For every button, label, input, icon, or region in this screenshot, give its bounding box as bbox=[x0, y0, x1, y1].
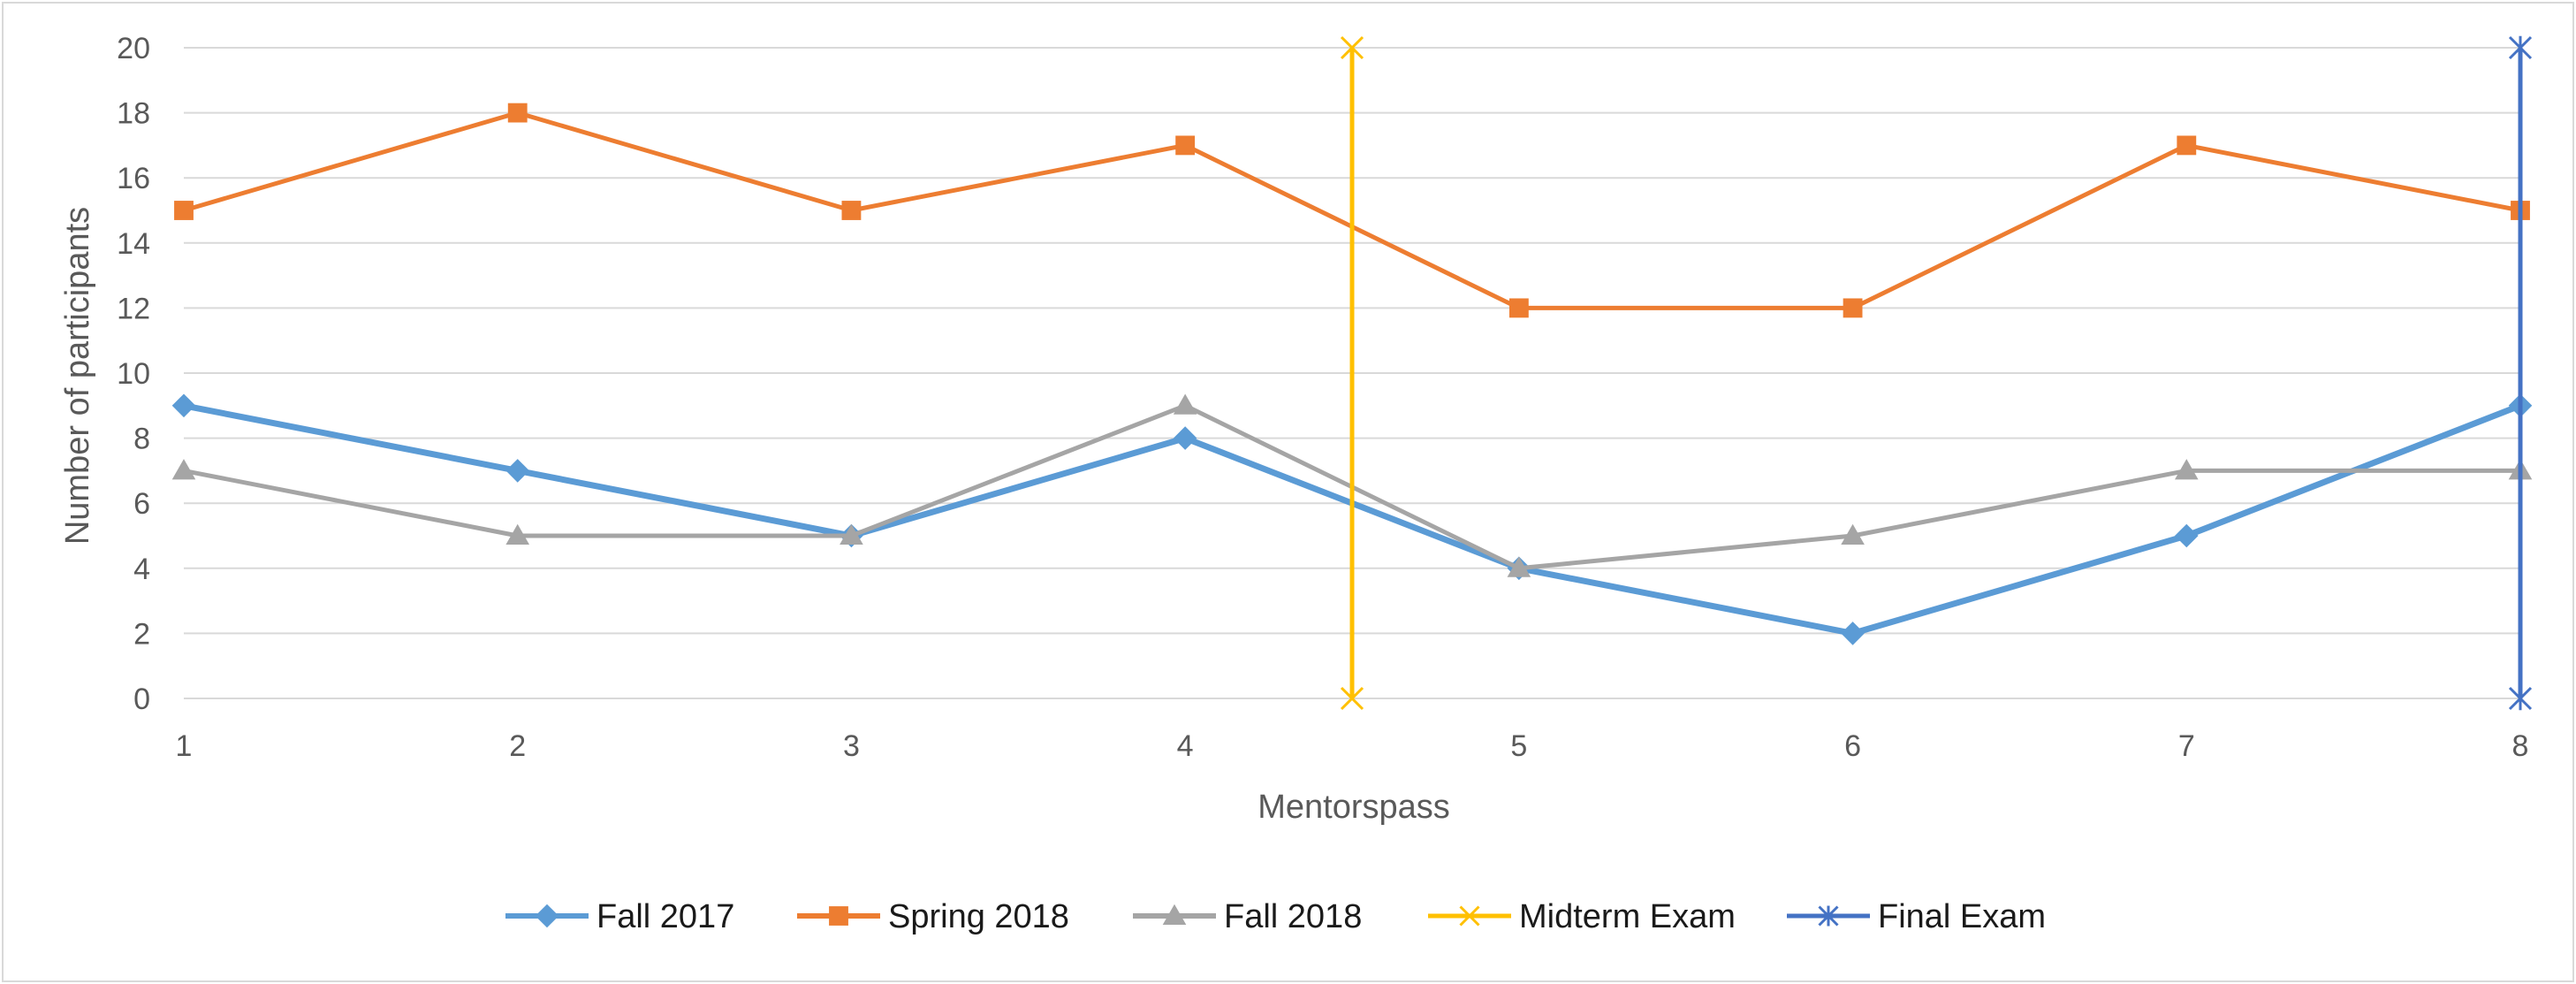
reference-endpoint bbox=[2508, 35, 2533, 60]
reference-endpoint bbox=[1340, 686, 1364, 711]
data-point bbox=[174, 201, 194, 220]
reference-lines bbox=[1340, 35, 2533, 711]
legend-marker bbox=[1459, 905, 1480, 927]
y-tick-label: 4 bbox=[133, 553, 150, 586]
y-tick-label: 0 bbox=[133, 683, 150, 716]
legend-marker bbox=[829, 906, 848, 926]
data-point bbox=[2174, 459, 2199, 480]
data-point bbox=[1841, 523, 1865, 545]
legend-item-fall-2018: Fall 2018 bbox=[1133, 898, 1362, 935]
x-tick-label: 1 bbox=[176, 729, 193, 763]
legend-marker bbox=[1162, 904, 1187, 925]
x-axis-ticks: 1 2 3 4 5 6 7 8 bbox=[176, 729, 2529, 763]
data-point bbox=[505, 523, 530, 545]
x-tick-label: 8 bbox=[2512, 729, 2529, 763]
legend-label: Midterm Exam bbox=[1519, 898, 1736, 935]
legend: Fall 2017 Spring 2018 Fall 2018 Midterm Exa… bbox=[505, 898, 2046, 935]
y-tick-label: 6 bbox=[133, 487, 150, 521]
data-point bbox=[2177, 135, 2197, 156]
data-point bbox=[505, 459, 530, 483]
data-point bbox=[1507, 556, 1531, 577]
y-tick-label: 2 bbox=[133, 617, 150, 651]
legend-marker bbox=[535, 904, 559, 928]
y-tick-label: 14 bbox=[117, 227, 150, 261]
data-point bbox=[1173, 393, 1197, 415]
legend-label: Fall 2018 bbox=[1224, 898, 1362, 935]
x-axis-title: Mentorspass bbox=[1258, 789, 1450, 826]
reference-endpoint bbox=[1340, 35, 1364, 60]
y-tick-label: 18 bbox=[117, 97, 150, 131]
data-point bbox=[840, 523, 863, 545]
data-point bbox=[171, 393, 196, 418]
data-point bbox=[507, 103, 528, 123]
data-point bbox=[2174, 523, 2199, 548]
data-point bbox=[1841, 622, 1865, 645]
reference-endpoint bbox=[2508, 686, 2533, 711]
data-point bbox=[1175, 135, 1196, 156]
x-tick-label: 6 bbox=[1844, 729, 1861, 763]
data-point bbox=[1508, 298, 1529, 318]
x-tick-label: 2 bbox=[509, 729, 526, 763]
data-point bbox=[1843, 298, 1863, 318]
legend-label: Fall 2017 bbox=[597, 898, 734, 935]
legend-item-final-exam: Final Exam bbox=[1787, 898, 2046, 935]
y-tick-label: 20 bbox=[117, 32, 150, 65]
x-tick-label: 4 bbox=[1177, 729, 1194, 763]
legend-item-spring-2018: Spring 2018 bbox=[797, 898, 1069, 935]
x-tick-label: 7 bbox=[2178, 729, 2195, 763]
ref-final-exam bbox=[2508, 35, 2533, 711]
y-tick-label: 8 bbox=[133, 423, 150, 456]
y-tick-label: 12 bbox=[117, 292, 150, 325]
data-point bbox=[171, 459, 196, 480]
x-tick-label: 5 bbox=[1510, 729, 1527, 763]
legend-label: Spring 2018 bbox=[888, 898, 1069, 935]
y-tick-label: 16 bbox=[117, 162, 150, 195]
legend-label: Final Exam bbox=[1878, 898, 2046, 935]
data-point bbox=[1173, 426, 1197, 450]
ref-midterm-exam bbox=[1340, 35, 1364, 711]
y-axis-ticks: 0 2 4 6 8 10 12 14 16 18 20 bbox=[117, 32, 150, 716]
y-tick-label: 10 bbox=[117, 357, 150, 391]
y-axis-title: Number of participants bbox=[59, 207, 96, 545]
legend-marker bbox=[1818, 905, 1839, 927]
x-tick-label: 3 bbox=[843, 729, 860, 763]
legend-item-midterm-exam: Midterm Exam bbox=[1428, 898, 1736, 935]
data-point bbox=[841, 201, 862, 220]
legend-item-fall-2017: Fall 2017 bbox=[505, 898, 734, 935]
